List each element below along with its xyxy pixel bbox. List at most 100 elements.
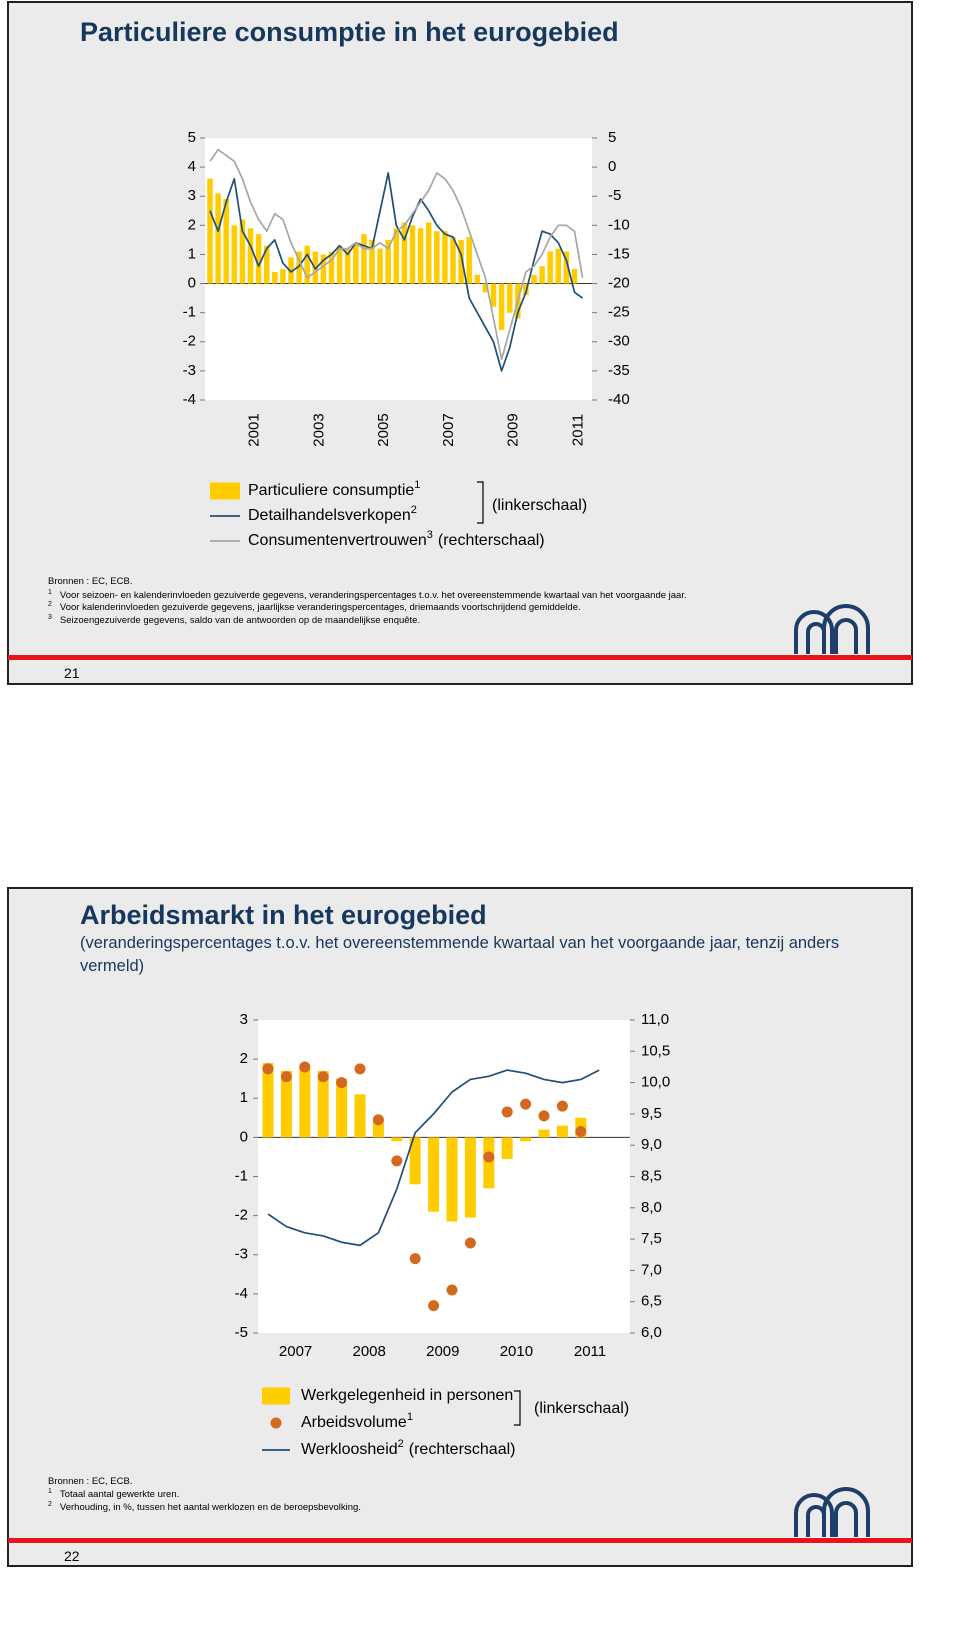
plot-area (258, 1020, 630, 1333)
legend-footnote: 1 (407, 1411, 413, 1423)
bar (262, 1063, 274, 1138)
footnote: 2 Voor kalenderinvloeden gezuiverde gegev… (48, 601, 581, 613)
legend-entry: Werkloosheid2 (rechterschaal) (301, 1438, 515, 1458)
bar (520, 1137, 532, 1142)
bar (506, 283, 513, 313)
y2-tick-label: 5 (608, 129, 616, 146)
dot (317, 1071, 329, 1083)
bar (369, 239, 375, 284)
y-tick-label: -4 (235, 1285, 248, 1302)
bar (353, 242, 359, 284)
bar (434, 231, 440, 284)
footnote: 1 Totaal aantal gewerkte uren. (48, 1488, 179, 1500)
bar (304, 245, 310, 284)
bar (458, 239, 464, 284)
y-tick-label: -1 (183, 304, 196, 321)
y2-tick-label: 0 (608, 158, 616, 175)
red-band (8, 655, 912, 660)
bar (288, 257, 294, 284)
bar (391, 1137, 403, 1142)
y2-tick-label: -30 (608, 333, 630, 350)
bar (272, 271, 278, 284)
y-tick-label: 1 (240, 1089, 248, 1106)
legend-name: Consumentenvertrouwen (248, 532, 427, 549)
dot (501, 1106, 513, 1118)
x-tick-label: 2007 (440, 413, 457, 446)
y2-tick-label: 7,0 (641, 1261, 662, 1278)
red-band (8, 1538, 912, 1543)
dot (409, 1253, 421, 1265)
y2-tick-label: 10,5 (641, 1042, 670, 1059)
x-tick-label: 2009 (505, 413, 522, 446)
legend-entry: Consumentenvertrouwen3 (rechterschaal) (248, 529, 545, 549)
bar (207, 178, 213, 284)
legend-entry: Arbeidsvolume1 (301, 1411, 413, 1431)
legend-bracket (477, 481, 484, 524)
bar (538, 1129, 550, 1138)
legend-bracket (514, 1390, 521, 1426)
dot (520, 1098, 532, 1110)
x-tick-label: 2010 (500, 1343, 533, 1360)
bar (280, 269, 286, 284)
footnote-text: Totaal aantal gewerkte uren. (59, 1489, 180, 1501)
bar (263, 245, 270, 284)
bar (563, 251, 570, 284)
footnote: 2 Verhouding, in %, tussen het aantal wer… (48, 1501, 361, 1513)
y-tick-label: 5 (188, 129, 196, 146)
bar (417, 228, 424, 284)
legend-swatch (262, 1387, 290, 1405)
dot (299, 1061, 311, 1073)
legend-name: Particuliere consumptie (248, 482, 414, 499)
slide-title: Particuliere consumptie in het eurogebie… (80, 17, 619, 47)
bar (354, 1094, 366, 1138)
y-tick-label: -5 (235, 1324, 248, 1341)
footnote-text: Seizoengezuiverde gegevens, saldo van de… (59, 615, 421, 627)
legend-entry: Detailhandelsverkopen2 (248, 504, 417, 524)
y-tick-label: -3 (183, 362, 196, 379)
legend-entry: Werkgelegenheid in personen (301, 1387, 513, 1404)
bar (231, 225, 238, 284)
bar (428, 1137, 440, 1212)
bar (425, 222, 432, 284)
bar (442, 231, 448, 284)
footnote: 1 Voor seizoen- en kalenderinvloeden gezu… (48, 589, 687, 601)
bar (223, 199, 229, 284)
bar (450, 236, 456, 284)
bar (474, 274, 481, 284)
bar (280, 1070, 292, 1138)
page-number: 22 (64, 1548, 80, 1564)
footnote-text: Voor kalenderinvloeden gezuiverde gegeve… (59, 602, 581, 614)
y2-tick-label: -25 (608, 304, 630, 321)
x-tick-label: 2008 (353, 1343, 386, 1360)
y2-tick-label: 8,0 (641, 1199, 662, 1216)
dot (538, 1110, 550, 1122)
y2-tick-label: -40 (608, 391, 630, 408)
y-tick-label: 2 (240, 1050, 248, 1067)
bar (255, 234, 262, 284)
dot (372, 1114, 384, 1126)
line (267, 1069, 600, 1247)
x-tick-label: 2001 (246, 413, 263, 446)
dot (354, 1063, 366, 1075)
y2-tick-label: 9,5 (641, 1105, 662, 1122)
bar (547, 251, 553, 284)
y-tick-label: 4 (188, 158, 196, 175)
y2-tick-label: 9,0 (641, 1136, 662, 1153)
x-tick-label: 2003 (310, 413, 327, 446)
y-tick-label: 1 (188, 245, 196, 262)
y-tick-label: -2 (183, 333, 196, 350)
bar (571, 269, 578, 284)
bar (372, 1121, 384, 1138)
y-tick-label: -3 (235, 1246, 248, 1263)
y2-tick-label: 11,0 (641, 1011, 669, 1028)
legend-name: Arbeidsvolume (301, 1414, 407, 1431)
slide-title: Arbeidsmarkt in het eurogebied (80, 900, 487, 930)
bar (482, 283, 489, 293)
dot (262, 1063, 274, 1075)
footnote: 3 Seizoengezuiverde gegevens, saldo van d… (48, 614, 420, 626)
legend-swatch (210, 482, 240, 500)
bar (409, 225, 416, 284)
bar (215, 193, 221, 284)
